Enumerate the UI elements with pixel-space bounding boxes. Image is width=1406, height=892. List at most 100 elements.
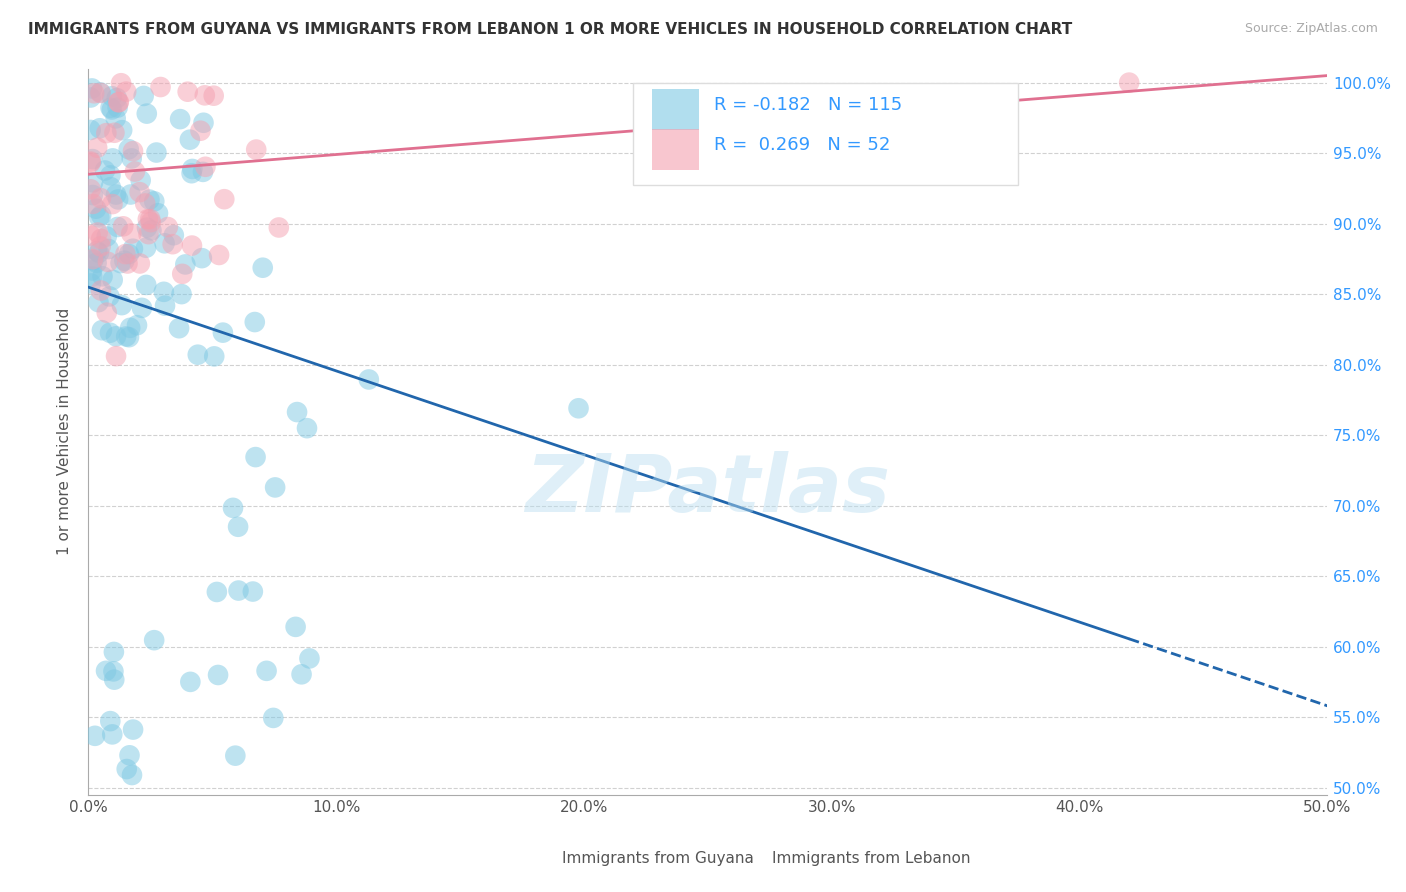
- Point: [104, 329, 127, 343]
- Point: [115, 329, 138, 343]
- Point: [84, 729, 107, 743]
- Point: [82, 188, 104, 202]
- Point: [100, 180, 122, 194]
- Point: [79, 90, 101, 104]
- Point: [98, 326, 121, 340]
- Point: [79, 182, 101, 196]
- Point: [80, 277, 103, 291]
- Point: [82, 175, 104, 189]
- Point: [194, 88, 217, 103]
- Point: [243, 315, 266, 329]
- Point: [105, 187, 128, 202]
- Point: [153, 285, 176, 299]
- Point: [98, 714, 121, 728]
- Point: [167, 321, 190, 335]
- Point: [94, 163, 117, 178]
- Point: [187, 348, 209, 362]
- Point: [179, 133, 201, 147]
- Point: [295, 421, 318, 435]
- Point: [267, 220, 290, 235]
- Point: [191, 251, 214, 265]
- Point: [146, 206, 169, 220]
- Point: [290, 667, 312, 681]
- Point: [89, 211, 111, 225]
- Point: [96, 306, 118, 320]
- Point: [90, 208, 112, 222]
- Point: [89, 86, 111, 100]
- Point: [89, 86, 111, 100]
- Point: [79, 123, 101, 137]
- Point: [90, 284, 112, 298]
- Point: [110, 256, 132, 270]
- Point: [82, 269, 104, 284]
- Point: [120, 321, 142, 335]
- Point: [79, 155, 101, 169]
- Point: [83, 87, 105, 101]
- Point: [120, 227, 142, 241]
- Point: [145, 145, 167, 160]
- Point: [134, 196, 156, 211]
- Point: [252, 260, 274, 275]
- Point: [112, 219, 135, 234]
- Point: [205, 585, 228, 599]
- Point: [122, 242, 145, 256]
- Point: [156, 220, 179, 235]
- Point: [135, 106, 157, 120]
- Point: [202, 88, 225, 103]
- Point: [107, 95, 129, 109]
- Point: [101, 103, 124, 117]
- Point: [212, 326, 235, 340]
- Point: [149, 80, 172, 95]
- Point: [264, 480, 287, 494]
- Point: [132, 89, 155, 103]
- Point: [180, 166, 202, 180]
- Point: [202, 350, 225, 364]
- Point: [153, 236, 176, 251]
- Point: [100, 169, 122, 183]
- Point: [228, 583, 250, 598]
- Point: [97, 255, 120, 269]
- Point: [131, 301, 153, 315]
- Point: [256, 664, 278, 678]
- Point: [104, 112, 127, 126]
- Point: [141, 223, 163, 237]
- Point: [107, 219, 129, 234]
- Point: [208, 248, 231, 262]
- Point: [139, 212, 162, 227]
- Point: [207, 668, 229, 682]
- Point: [80, 263, 103, 277]
- Point: [90, 239, 112, 253]
- Point: [103, 645, 125, 659]
- Point: [82, 253, 104, 268]
- Point: [174, 257, 197, 271]
- Text: R =  0.269   N = 52: R = 0.269 N = 52: [714, 136, 890, 154]
- Point: [172, 267, 194, 281]
- Point: [98, 289, 121, 303]
- Point: [357, 372, 380, 386]
- Point: [90, 323, 112, 337]
- Point: [138, 227, 160, 242]
- Point: [285, 405, 308, 419]
- Point: [1118, 76, 1140, 90]
- Point: [90, 232, 112, 246]
- Point: [111, 298, 134, 312]
- Point: [107, 101, 129, 115]
- Text: Immigrants from Lebanon: Immigrants from Lebanon: [772, 851, 972, 865]
- Text: Source: ZipAtlas.com: Source: ZipAtlas.com: [1244, 22, 1378, 36]
- Point: [567, 401, 589, 416]
- Point: [121, 768, 143, 782]
- Point: [100, 101, 122, 115]
- Point: [86, 141, 108, 155]
- Point: [114, 247, 136, 261]
- Point: [89, 121, 111, 136]
- Point: [242, 584, 264, 599]
- Point: [86, 244, 108, 259]
- Point: [135, 277, 157, 292]
- Point: [101, 152, 124, 166]
- Point: [121, 152, 143, 166]
- Point: [194, 160, 217, 174]
- Point: [86, 256, 108, 270]
- Point: [84, 202, 107, 216]
- Point: [96, 126, 118, 140]
- Point: [124, 164, 146, 178]
